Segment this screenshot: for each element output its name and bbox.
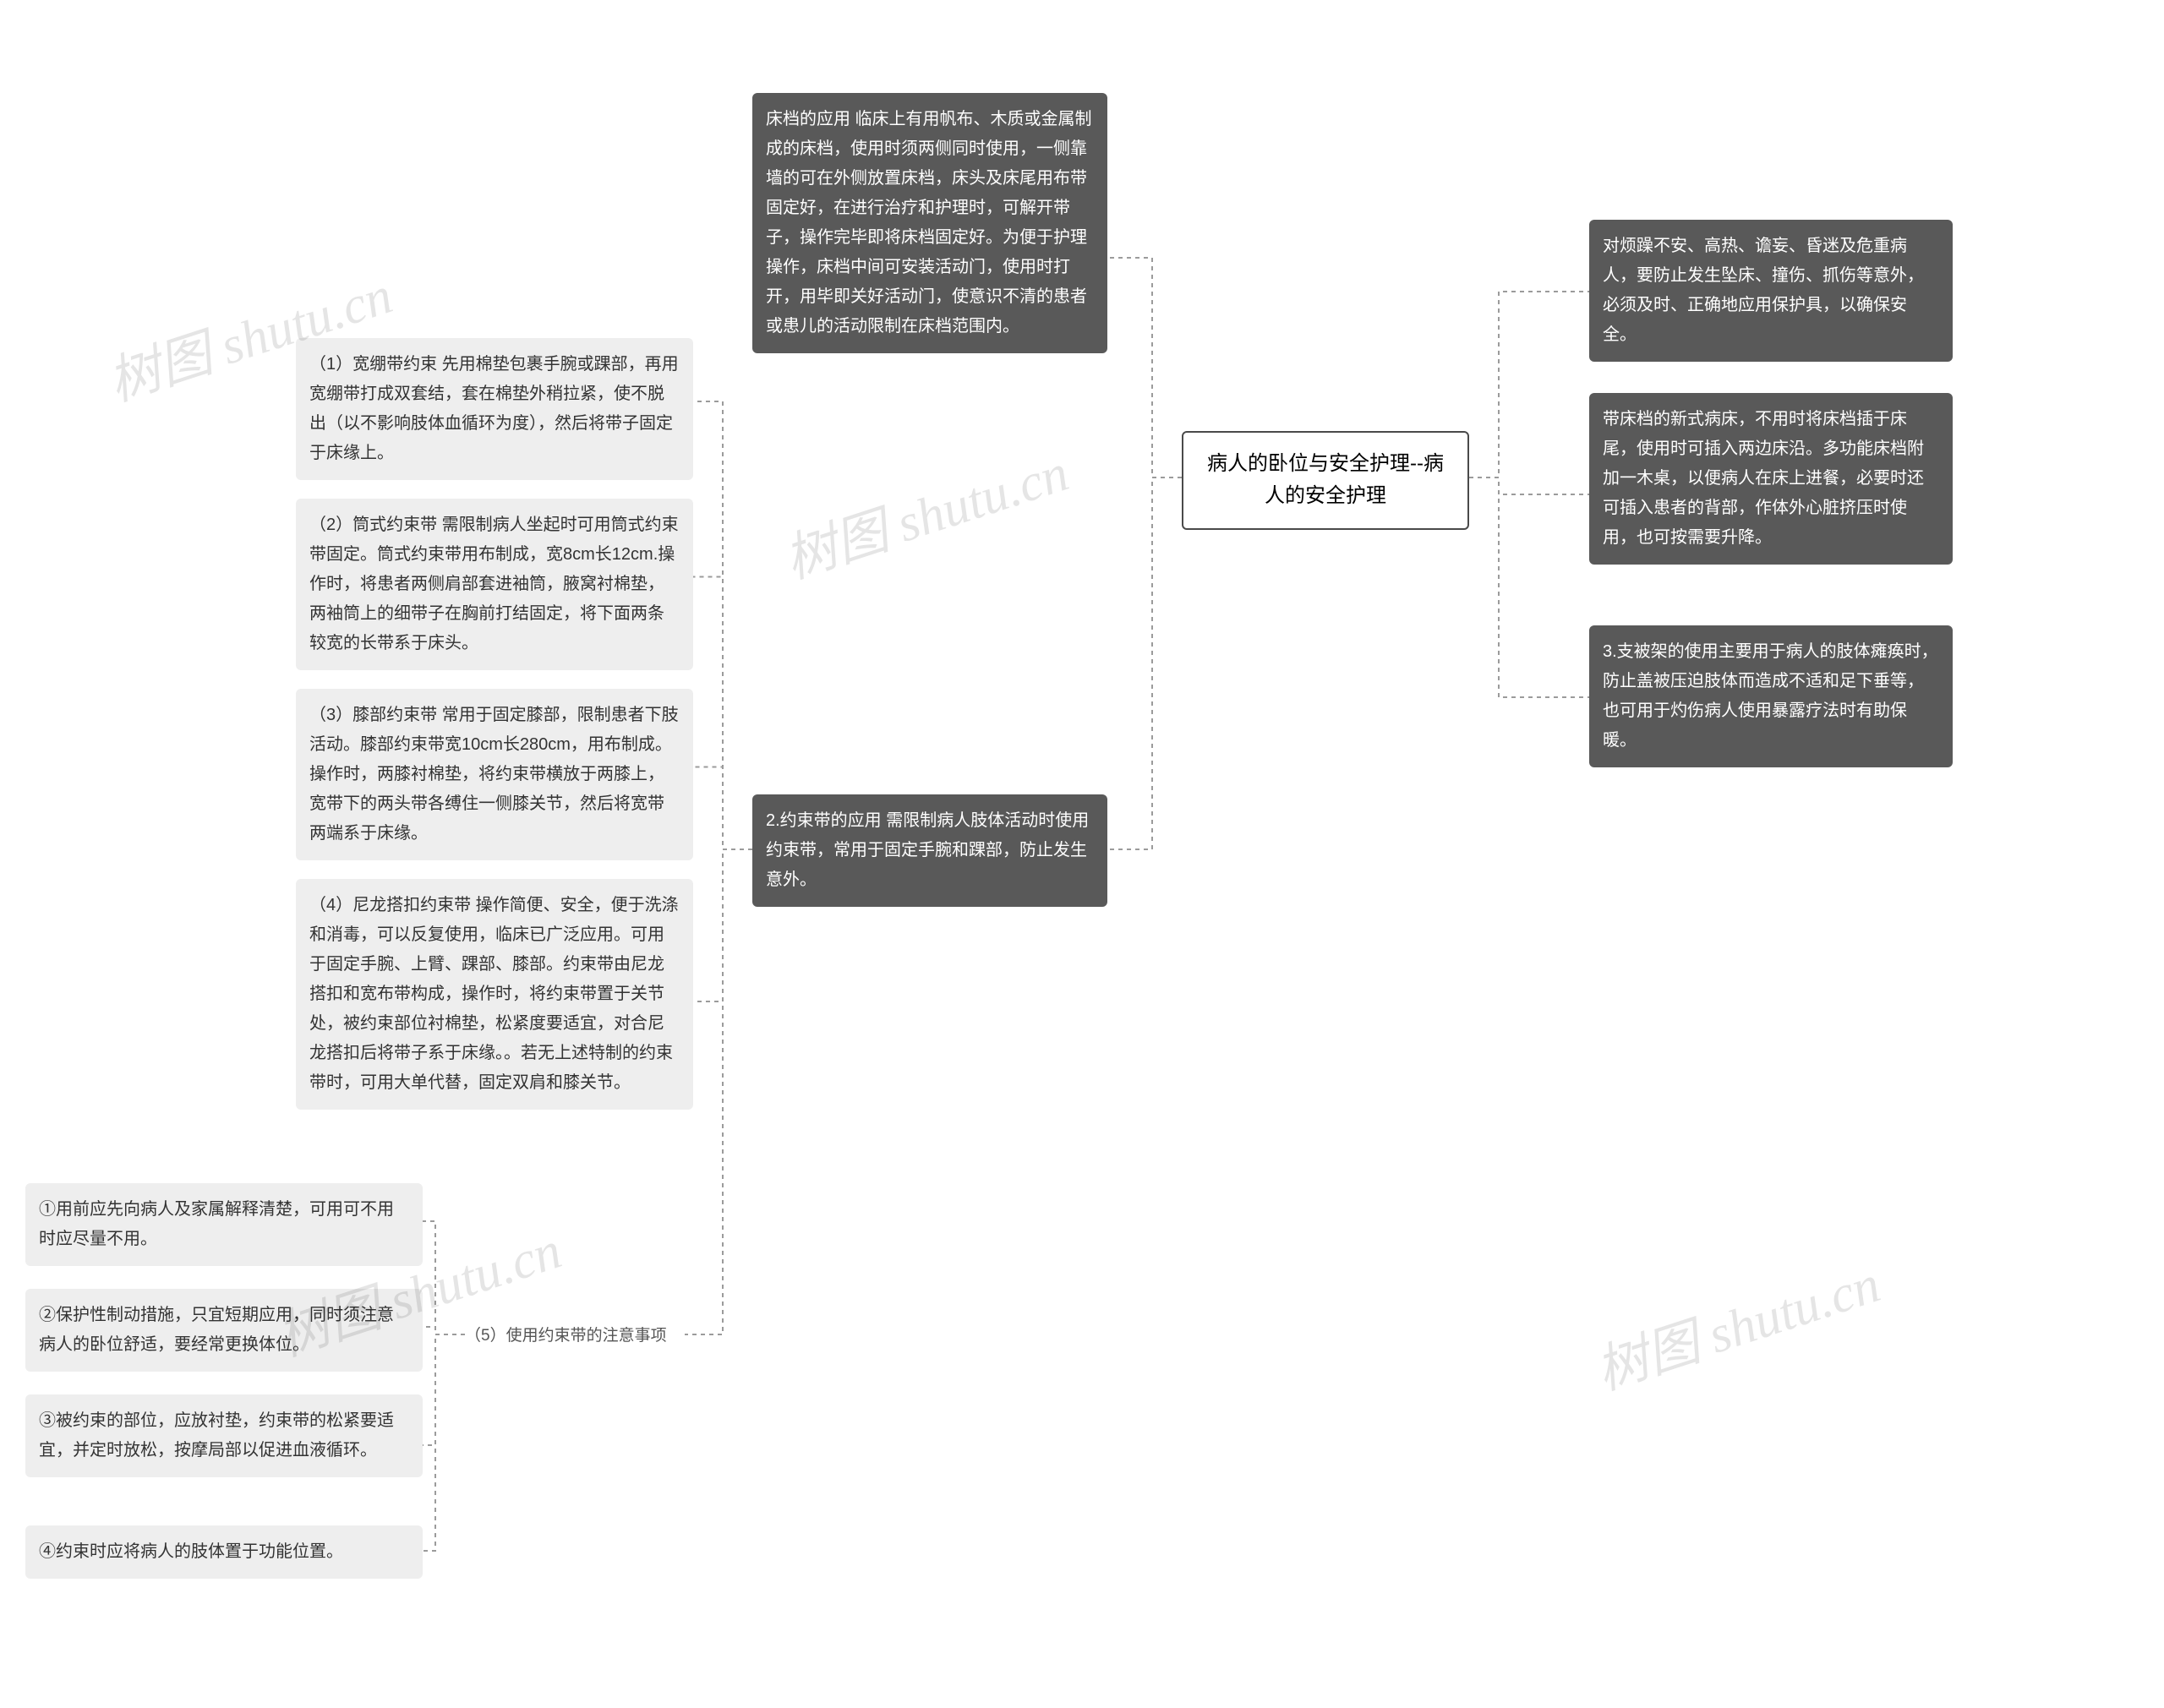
left-primary-0: 床档的应用 临床上有用帆布、木质或金属制成的床档，使用时须两侧同时使用，一侧靠墙… <box>752 93 1107 353</box>
restraint-child-3: （4）尼龙搭扣约束带 操作简便、安全，便于洗涤和消毒，可以反复使用，临床已广泛应… <box>296 879 693 1110</box>
restraint-child-1-text: （2）筒式约束带 需限制病人坐起时可用筒式约束带固定。筒式约束带用布制成，宽8c… <box>309 516 679 652</box>
restraint-label-5: （5）使用约束带的注意事项 <box>465 1323 667 1345</box>
restraint-child-2: （3）膝部约束带 常用于固定膝部，限制患者下肢活动。膝部约束带宽10cm长280… <box>296 689 693 860</box>
restraint-sub-2: ③被约束的部位，应放衬垫，约束带的松紧要适宜，并定时放松，按摩局部以促进血液循环… <box>25 1394 423 1477</box>
restraint-sub-3: ④约束时应将病人的肢体置于功能位置。 <box>25 1525 423 1579</box>
restraint-child-0-text: （1）宽绷带约束 先用棉垫包裹手腕或踝部，再用宽绷带打成双套结，套在棉垫外稍拉紧… <box>309 355 679 462</box>
watermark-1: 树图 shutu.cn <box>773 429 1077 592</box>
watermark-1-text: 树图 shutu.cn <box>778 445 1075 590</box>
right-branch-2: 3.支被架的使用主要用于病人的肢体瘫痪时，防止盖被压迫肢体而造成不适和足下垂等，… <box>1589 625 1953 767</box>
restraint-sub-3-text: ④约束时应将病人的肢体置于功能位置。 <box>39 1542 343 1561</box>
left-primary-0-text: 床档的应用 临床上有用帆布、木质或金属制成的床档，使用时须两侧同时使用，一侧靠墙… <box>766 110 1092 336</box>
right-branch-1: 带床档的新式病床，不用时将床档插于床尾，使用时可插入两边床沿。多功能床档附加一木… <box>1589 393 1953 565</box>
left-primary-1-text: 2.约束带的应用 需限制病人肢体活动时使用约束带，常用于固定手腕和踝部，防止发生… <box>766 811 1089 889</box>
restraint-child-1: （2）筒式约束带 需限制病人坐起时可用筒式约束带固定。筒式约束带用布制成，宽8c… <box>296 499 693 670</box>
restraint-label-5-text: （5）使用约束带的注意事项 <box>465 1327 667 1345</box>
restraint-sub-2-text: ③被约束的部位，应放衬垫，约束带的松紧要适宜，并定时放松，按摩局部以促进血液循环… <box>39 1411 394 1460</box>
root-node: 病人的卧位与安全护理--病人的安全护理 <box>1182 431 1469 530</box>
watermark-3-text: 树图 shutu.cn <box>1589 1256 1887 1401</box>
restraint-sub-1: ②保护性制动措施，只宜短期应用，同时须注意病人的卧位舒适，要经常更换体位。 <box>25 1289 423 1372</box>
right-branch-1-text: 带床档的新式病床，不用时将床档插于床尾，使用时可插入两边床沿。多功能床档附加一木… <box>1603 410 1924 547</box>
left-primary-1: 2.约束带的应用 需限制病人肢体活动时使用约束带，常用于固定手腕和踝部，防止发生… <box>752 794 1107 907</box>
restraint-sub-0-text: ①用前应先向病人及家属解释清楚，可用可不用时应尽量不用。 <box>39 1200 394 1248</box>
restraint-child-3-text: （4）尼龙搭扣约束带 操作简便、安全，便于洗涤和消毒，可以反复使用，临床已广泛应… <box>309 896 679 1092</box>
restraint-sub-0: ①用前应先向病人及家属解释清楚，可用可不用时应尽量不用。 <box>25 1183 423 1266</box>
right-branch-0: 对烦躁不安、高热、谵妄、昏迷及危重病人，要防止发生坠床、撞伤、抓伤等意外，必须及… <box>1589 220 1953 362</box>
root-text: 病人的卧位与安全护理--病人的安全护理 <box>1207 452 1444 507</box>
restraint-child-0: （1）宽绷带约束 先用棉垫包裹手腕或踝部，再用宽绷带打成双套结，套在棉垫外稍拉紧… <box>296 338 693 480</box>
restraint-child-2-text: （3）膝部约束带 常用于固定膝部，限制患者下肢活动。膝部约束带宽10cm长280… <box>309 706 679 843</box>
watermark-3: 树图 shutu.cn <box>1585 1241 1888 1404</box>
right-branch-0-text: 对烦躁不安、高热、谵妄、昏迷及危重病人，要防止发生坠床、撞伤、抓伤等意外，必须及… <box>1603 237 1924 344</box>
restraint-sub-1-text: ②保护性制动措施，只宜短期应用，同时须注意病人的卧位舒适，要经常更换体位。 <box>39 1306 394 1354</box>
right-branch-2-text: 3.支被架的使用主要用于病人的肢体瘫痪时，防止盖被压迫肢体而造成不适和足下垂等，… <box>1603 642 1938 750</box>
